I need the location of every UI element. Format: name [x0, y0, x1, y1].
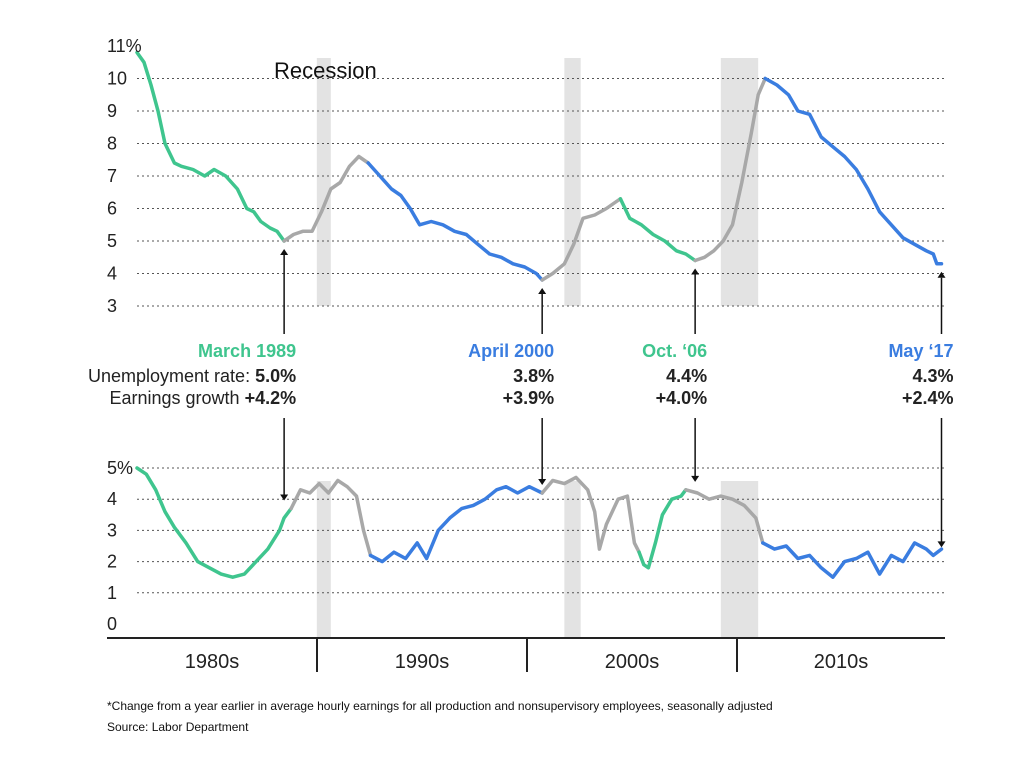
- annotation-title: April 2000: [468, 341, 554, 361]
- annotation-earnings: Earnings growth +4.2%: [109, 388, 296, 408]
- recession-band-bottom: [316, 481, 331, 638]
- annotation-title: May ‘17: [888, 341, 953, 361]
- arrow-down-head: [280, 494, 289, 501]
- recession-band-bottom: [564, 481, 581, 638]
- ytick-earnings: 3: [107, 520, 117, 540]
- annotation-unemployment: 3.8%: [513, 366, 554, 386]
- annotation-unemployment: 4.3%: [912, 366, 953, 386]
- earnings-line-segment: [540, 475, 641, 554]
- ytick-unemployment: 6: [107, 199, 117, 219]
- annotation-title: March 1989: [198, 341, 296, 361]
- footnote: *Change from a year earlier in average h…: [107, 699, 773, 713]
- arrow-up-head: [691, 268, 700, 275]
- ytick-unemployment: 9: [107, 101, 117, 121]
- arrow-down-head: [937, 541, 946, 548]
- recession-band-top: [316, 58, 331, 306]
- recession-band-bottom: [720, 481, 759, 638]
- ytick-unemployment: 10: [107, 69, 127, 89]
- xtick-decade: 2010s: [814, 651, 869, 673]
- earnings-line-segment: [135, 466, 293, 579]
- annotation-earnings: +3.9%: [503, 388, 555, 408]
- xtick-decade: 1980s: [185, 651, 240, 673]
- unemployment-line-segment: [135, 50, 286, 243]
- annotation-earnings: +2.4%: [902, 388, 954, 408]
- unemployment-line-segment: [618, 197, 697, 263]
- earnings-line-segment: [289, 478, 373, 558]
- arrow-up-head: [280, 249, 289, 255]
- ytick-earnings: 0: [107, 614, 117, 634]
- arrow-up-head: [937, 271, 946, 278]
- ytick-unemployment: 7: [107, 166, 117, 186]
- ytick-earnings: 1: [107, 583, 117, 603]
- arrow-down-head: [691, 475, 700, 482]
- ytick-earnings: 2: [107, 552, 117, 572]
- earnings-line-segment: [684, 488, 765, 545]
- unemployment-line-segment: [693, 76, 767, 263]
- unemployment-line-segment: [763, 76, 944, 266]
- arrow-down-head: [538, 478, 547, 485]
- annotation-unemployment: 4.4%: [666, 366, 707, 386]
- earnings-line-segment: [368, 484, 544, 564]
- recession-band-top: [720, 58, 759, 306]
- ytick-unemployment: 11%: [107, 36, 142, 56]
- ytick-unemployment: 5: [107, 231, 117, 251]
- unemployment-line-segment: [366, 161, 544, 282]
- annotation-unemployment: Unemployment rate: 5.0%: [88, 366, 296, 386]
- gridlines: [137, 78, 945, 594]
- ytick-earnings: 4: [107, 489, 117, 509]
- ytick-unemployment: 4: [107, 264, 117, 284]
- arrow-up-head: [538, 288, 547, 294]
- earnings-line-segment: [637, 488, 688, 570]
- ytick-unemployment: 8: [107, 134, 117, 154]
- recession-bands: [316, 58, 759, 638]
- annotation-title: Oct. ‘06: [642, 341, 707, 361]
- annotation-earnings: +4.0%: [656, 388, 708, 408]
- unemployment-line-segment: [540, 197, 623, 282]
- ytick-unemployment: 3: [107, 296, 117, 316]
- series-lines: [135, 50, 944, 579]
- xtick-decade: 1990s: [395, 651, 450, 673]
- recession-band-top: [564, 58, 581, 306]
- annotations: March 1989 Unemployment rate: 5.0%Earning…: [88, 249, 954, 548]
- unemployment-line-segment: [282, 154, 370, 243]
- ytick-earnings: 5%: [107, 458, 133, 478]
- earnings-line-segment: [761, 541, 944, 579]
- xtick-decade: 2000s: [605, 651, 660, 673]
- recession-label: Recession: [274, 58, 377, 83]
- source-note: Source: Labor Department: [107, 720, 249, 734]
